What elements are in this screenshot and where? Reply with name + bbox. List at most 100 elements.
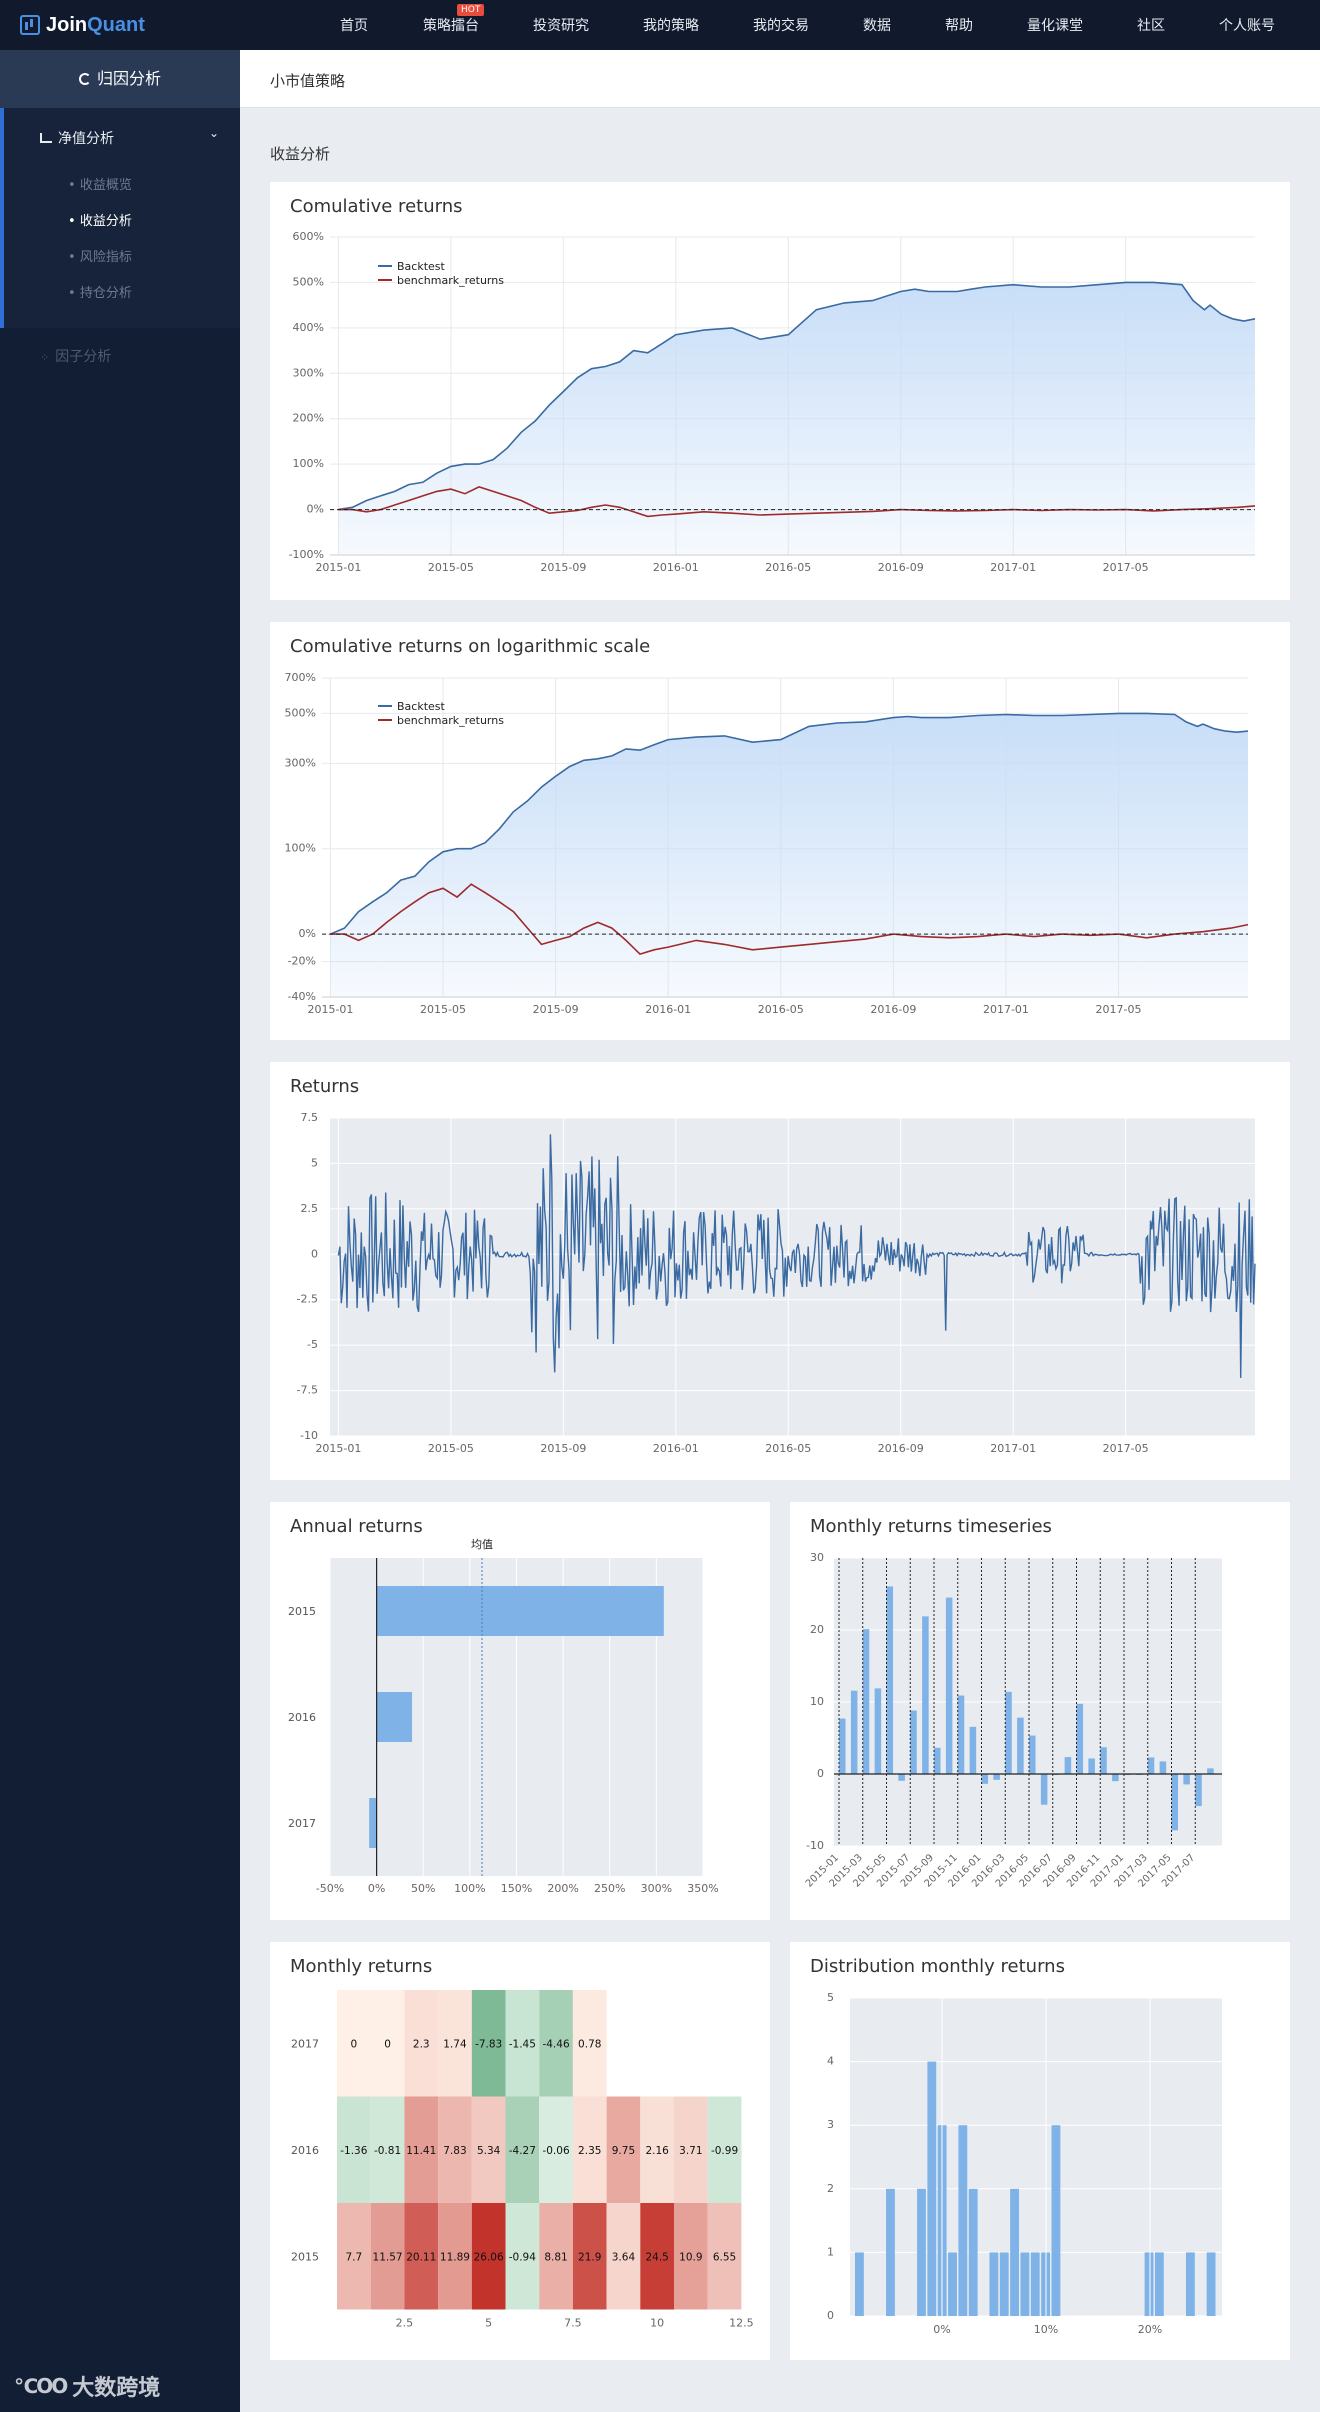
heatmap-value: 2.3 <box>413 2038 430 2050</box>
log-returns-card: Comulative returns on logarithmic scale … <box>270 622 1290 1040</box>
heatmap-value: 5.34 <box>477 2145 501 2157</box>
monthly-bar <box>993 1774 1000 1780</box>
section-title: 收益分析 <box>270 145 331 163</box>
strategy-name: 小市值策略 <box>270 72 346 90</box>
y-tick-label: 100% <box>293 457 324 470</box>
heatmap-cell <box>539 2096 573 2203</box>
heatmap-cell <box>438 2203 472 2310</box>
monthly-bar <box>1183 1774 1190 1785</box>
heatmap-value: 0 <box>384 2038 391 2050</box>
x-tick-label: 2015-05 <box>428 561 474 574</box>
monthly-bar <box>910 1710 917 1774</box>
y-tick-label: 20 <box>810 1623 824 1636</box>
distribution-chart: 5 4 3 2 1 0 0% 10% 20% <box>827 1991 1222 2336</box>
x-tick-label: 2016-09 <box>870 1003 916 1016</box>
y-tick-label: 0% <box>299 927 316 940</box>
sidebar-factor-label: 因子分析 <box>55 349 112 365</box>
x-tick-label: 200% <box>547 1882 578 1895</box>
nav-account[interactable]: 个人账号 <box>1219 18 1275 34</box>
y-tick-label: 500% <box>285 706 316 719</box>
chevron-down-icon[interactable]: ⌄ <box>209 126 220 140</box>
y-tick-label: -100% <box>289 548 324 561</box>
cumulative-returns-card: Comulative returns 600% 500% 400% 300% 200% 1… <box>270 182 1290 600</box>
legend-label-benchmark: benchmark_returns <box>397 714 504 727</box>
x-tick-label: 2015-01 <box>307 1003 353 1016</box>
monthly-bar <box>1017 1717 1024 1774</box>
x-tick-label: 0% <box>368 1882 385 1895</box>
sub-label: 收益分析 <box>79 214 132 229</box>
mean-label: 均值 <box>471 1538 493 1551</box>
heatmap-value: 0 <box>351 2038 358 2050</box>
chart-title: Monthly returns <box>290 1956 433 1977</box>
y-tick-label: 2 <box>827 2182 834 2195</box>
sidebar-sub-returns[interactable]: • 收益分析 <box>68 214 132 229</box>
heatmap-cell <box>707 2203 742 2310</box>
monthly-bar <box>957 1695 965 1774</box>
histogram-bar <box>927 2061 937 2316</box>
heatmap-value: 7.7 <box>345 2251 362 2263</box>
returns-card: Returns 7.5 5 2.5 0 -2.5 -5 -7.5 -10 2015-01 2015… <box>270 1062 1290 1480</box>
x-tick-label: 10% <box>1034 2323 1058 2336</box>
heatmap-value: 2.16 <box>645 2145 669 2157</box>
monthly-timeseries-card: Monthly returns timeseries 30 20 10 0 -10 201… <box>790 1502 1290 1920</box>
x-tick-label: 350% <box>687 1882 718 1895</box>
x-tick-label: 2015-09 <box>533 1003 579 1016</box>
nav-quant-class[interactable]: 量化课堂 <box>1027 18 1083 34</box>
sidebar-item-net-value[interactable]: 净值分析 <box>40 128 114 148</box>
x-tick-label: 150% <box>501 1882 532 1895</box>
heatmap-cell <box>438 2096 472 2203</box>
nav-community[interactable]: 社区 <box>1137 18 1165 34</box>
y-tick-label: 300% <box>293 366 324 379</box>
heatmap-cell <box>370 1990 405 2097</box>
nav-my-strategy[interactable]: 我的策略 <box>643 18 699 34</box>
joinquant-logo[interactable]: Join Quant <box>20 12 145 38</box>
histogram-bar <box>1020 2252 1030 2316</box>
sidebar-sub-overview[interactable]: • 收益概览 <box>68 178 132 193</box>
nav-strategy-arena[interactable]: 策略擂台 <box>423 18 479 34</box>
monthly-bar <box>1100 1747 1107 1774</box>
sidebar-sub-risk[interactable]: • 风险指标 <box>68 250 132 265</box>
backtest-line <box>338 281 1256 511</box>
x-tick-label: 2016-09 <box>878 1442 924 1455</box>
sidebar: 归因分析 净值分析 ⌄ • 收益概览 • 收益分析 • 风险指标 • 持仓分析 … <box>0 50 240 2412</box>
nav-research[interactable]: 投资研究 <box>533 18 589 34</box>
y-tick-label: 2016 <box>288 1711 316 1724</box>
nav-home[interactable]: 首页 <box>340 18 368 34</box>
monthly-heatmap-card: Monthly returns 2017 0 0 2.3 1.74 -7.83 -1.45-… <box>270 1942 770 2360</box>
x-tick-label: 2017-05 <box>1103 1442 1149 1455</box>
heatmap-cell <box>337 1990 371 2097</box>
heatmap-cell <box>539 2203 573 2310</box>
heatmap-value: 11.41 <box>406 2145 436 2157</box>
x-tick-label: 300% <box>641 1882 672 1895</box>
sidebar-sub-holdings[interactable]: • 持仓分析 <box>68 286 132 301</box>
histogram-bar <box>1144 2252 1154 2316</box>
heatmap-value: 11.57 <box>373 2251 403 2263</box>
monthly-bar <box>839 1718 846 1774</box>
x-tick-label: 2016-01 <box>653 1442 699 1455</box>
y-tick-label: -10 <box>806 1839 824 1852</box>
y-tick-label: -10 <box>300 1429 318 1442</box>
histogram-bar <box>886 2188 895 2316</box>
histogram-bar <box>855 2252 864 2316</box>
y-tick-label: 1 <box>827 2245 834 2258</box>
heatmap-cell <box>640 2096 674 2203</box>
monthly-bar <box>934 1747 941 1774</box>
y-tick-label: 2015 <box>291 2250 319 2263</box>
nav-data[interactable]: 数据 <box>863 18 891 34</box>
histogram-bar <box>989 2252 999 2316</box>
x-tick-label: 2.5 <box>396 2317 414 2330</box>
chart-title: Annual returns <box>290 1516 423 1537</box>
sidebar-header[interactable]: 归因分析 <box>0 50 240 108</box>
sidebar-item-factor[interactable]: ⁘ 因子分析 <box>40 346 111 366</box>
nav-my-trading[interactable]: 我的交易 <box>753 18 809 34</box>
monthly-bar <box>874 1688 882 1774</box>
x-tick-label: 2015-09 <box>540 1442 586 1455</box>
nav-help[interactable]: 帮助 <box>945 18 973 34</box>
heatmap-cell <box>337 2203 371 2310</box>
sidebar-title: 归因分析 <box>96 69 161 88</box>
heatmap-cell <box>539 1990 573 2097</box>
y-tick-label: 30 <box>810 1551 824 1564</box>
histogram-bar <box>948 2252 957 2316</box>
heatmap-value: -0.06 <box>542 2145 569 2157</box>
